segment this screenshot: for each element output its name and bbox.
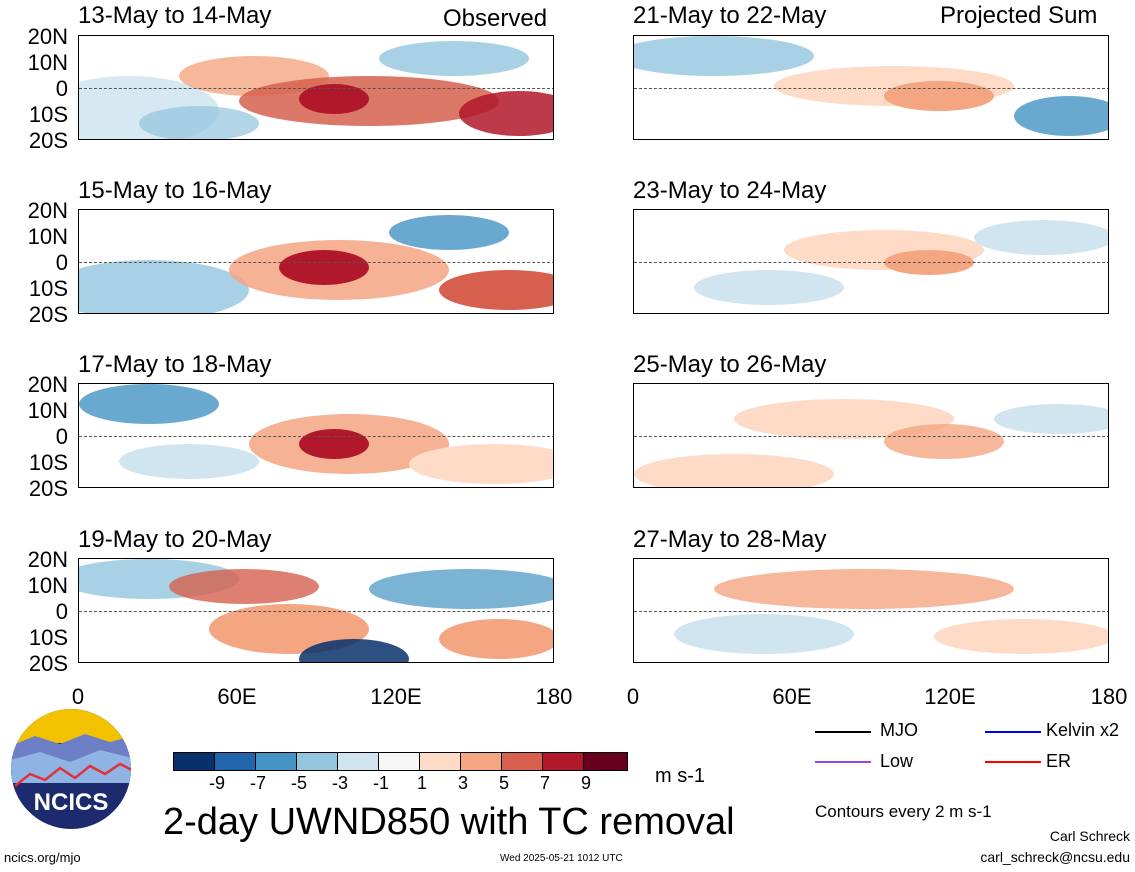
lat-label: 0 <box>55 250 68 275</box>
observed-label: Observed <box>443 5 548 32</box>
ncics-logo-text: NCICS <box>34 789 109 816</box>
lon-label: 60E <box>217 684 257 709</box>
lon-label: 120E <box>370 684 422 709</box>
footer-author: Carl Schreck <box>1049 828 1130 844</box>
legend-swatch-er <box>985 761 1041 763</box>
lat-label: 20S <box>28 128 68 153</box>
colorbar-unit: m s-1 <box>655 765 705 787</box>
colorbar-swatch <box>214 752 259 771</box>
legend-swatch-kelvin <box>985 731 1041 733</box>
footer-timestamp: Wed 2025-05-21 1012 UTC <box>500 853 623 864</box>
map-panel-projected-4 <box>633 558 1109 663</box>
lat-label: 20N <box>27 24 68 49</box>
panel-title-6: 23-May to 24-May <box>633 177 827 204</box>
colorbar-label: 5 <box>498 773 509 793</box>
footer-email: carl_schreck@ncsu.edu <box>980 849 1130 865</box>
panel-title-8: 27-May to 28-May <box>633 526 827 553</box>
footer-url: ncics.org/mjo <box>4 850 81 865</box>
lat-label: 10N <box>27 50 68 75</box>
legend-label-kelvin: Kelvin x2 <box>1046 720 1120 740</box>
map-panel-projected-3 <box>633 383 1109 488</box>
panel-title-7: 25-May to 26-May <box>633 351 827 378</box>
map-panel-observed-3 <box>78 383 554 488</box>
colorbar-swatch <box>337 752 382 771</box>
colorbar-swatch <box>173 752 218 771</box>
colorbar-label: -7 <box>249 773 266 793</box>
lon-label: 180 <box>535 684 573 709</box>
colorbar-swatch <box>583 752 628 771</box>
colorbar-label: -5 <box>290 773 307 793</box>
map-panel-projected-2 <box>633 209 1109 314</box>
lat-label: 10S <box>28 625 68 650</box>
lat-label: 10S <box>28 102 68 127</box>
colorbar-swatch <box>378 752 423 771</box>
lat-label: 20N <box>27 372 68 397</box>
panel-title-1: 13-May to 14-May <box>78 2 272 29</box>
lon-label: 180 <box>1090 684 1128 709</box>
panel-title-2: 15-May to 16-May <box>78 177 272 204</box>
lat-label: 0 <box>55 424 68 449</box>
colorbar-swatch <box>542 752 587 771</box>
legend-swatch-mjo <box>815 731 871 733</box>
legend-swatch-low <box>815 761 871 763</box>
map-panel-observed-1 <box>78 35 554 140</box>
panel-title-4: 19-May to 20-May <box>78 526 272 553</box>
lat-label: 20N <box>27 547 68 572</box>
colorbar-label: 3 <box>457 773 468 793</box>
lat-label: 20N <box>27 198 68 223</box>
colorbar-label: -1 <box>372 773 389 793</box>
colorbar-swatch <box>501 752 546 771</box>
legend-label-low: Low <box>880 751 914 771</box>
contour-note: Contours every 2 m s-1 <box>815 802 992 821</box>
lon-label: 0 <box>626 684 640 709</box>
colorbar-swatch <box>255 752 300 771</box>
lon-label: 60E <box>772 684 812 709</box>
ncics-logo: NCICS <box>10 708 132 830</box>
lat-label: 20S <box>28 476 68 501</box>
lat-label: 20S <box>28 302 68 327</box>
panel-title-3: 17-May to 18-May <box>78 351 272 378</box>
lat-label: 10N <box>27 224 68 249</box>
legend-label-mjo: MJO <box>880 720 918 740</box>
lon-label: 0 <box>71 684 85 709</box>
map-panel-projected-1 <box>633 35 1109 140</box>
colorbar-label: 1 <box>416 773 427 793</box>
legend-label-er: ER <box>1046 751 1072 771</box>
colorbar-swatch <box>419 752 464 771</box>
colorbar-label: 9 <box>580 773 591 793</box>
colorbar-swatch <box>460 752 505 771</box>
colorbar-label: -9 <box>208 773 225 793</box>
map-panel-observed-2 <box>78 209 554 314</box>
lat-label: 10N <box>27 573 68 598</box>
main-title: 2-day UWND850 with TC removal <box>163 801 735 843</box>
lat-label: 0 <box>55 599 68 624</box>
lat-label: 10S <box>28 450 68 475</box>
colorbar-label: 7 <box>539 773 550 793</box>
lat-label: 10S <box>28 276 68 301</box>
map-panel-observed-4 <box>78 558 554 663</box>
lat-label: 10N <box>27 398 68 423</box>
colorbar-swatch <box>296 752 341 771</box>
panel-title-5: 21-May to 22-May <box>633 2 827 29</box>
lon-label: 120E <box>924 684 976 709</box>
lat-label: 20S <box>28 651 68 676</box>
lat-label: 0 <box>55 76 68 101</box>
projected-sum-label: Projected Sum <box>940 2 1098 29</box>
colorbar-label: -3 <box>331 773 348 793</box>
